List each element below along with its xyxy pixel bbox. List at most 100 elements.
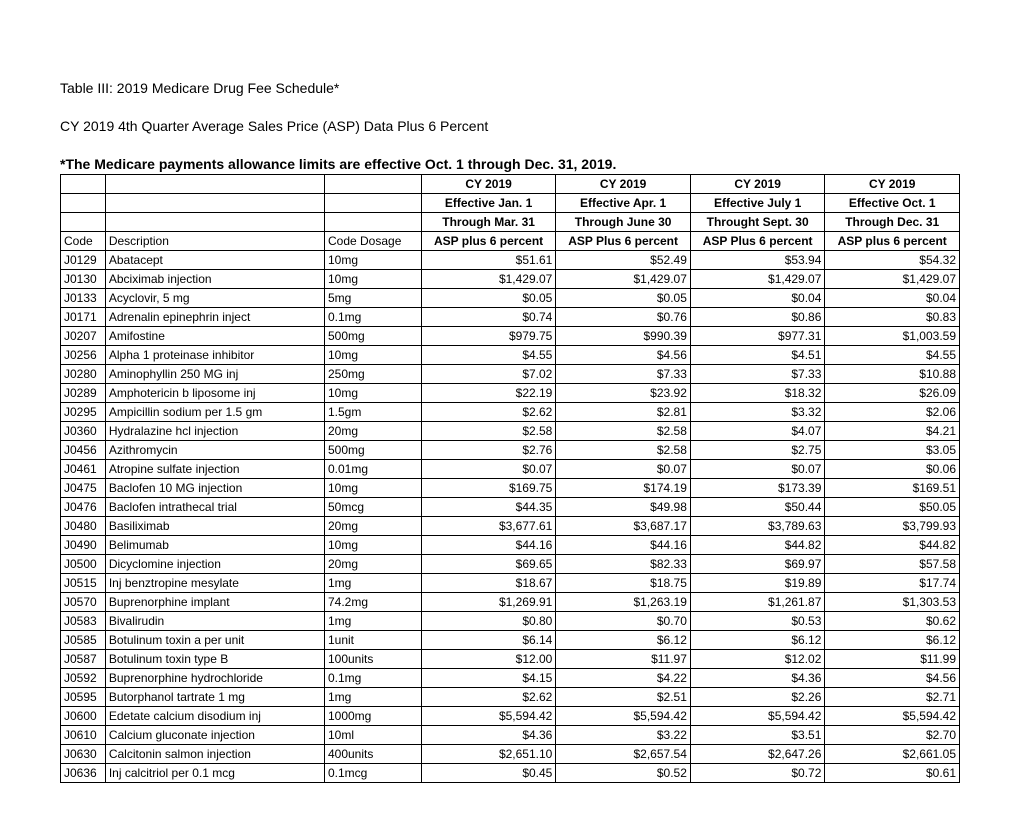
table-cell: Inj calcitriol per 0.1 mcg [105, 764, 324, 783]
table-cell: $44.16 [556, 536, 691, 555]
page-container: Table III: 2019 Medicare Drug Fee Schedu… [0, 0, 1020, 823]
table-cell: $0.52 [556, 764, 691, 783]
table-cell: $2,657.54 [556, 745, 691, 764]
table-cell: Calcium gluconate injection [105, 726, 324, 745]
header-cell: CY 2019 [556, 175, 691, 194]
table-cell: $23.92 [556, 384, 691, 403]
table-cell: J0592 [61, 669, 106, 688]
table-cell: Baclofen intrathecal trial [105, 498, 324, 517]
table-cell: $51.61 [421, 251, 556, 270]
header-cell: Code [61, 232, 106, 251]
header-cell [105, 194, 324, 213]
table-cell: Edetate calcium disodium inj [105, 707, 324, 726]
table-cell: $1,269.91 [421, 593, 556, 612]
table-cell: $0.61 [825, 764, 960, 783]
table-row: J0295Ampicillin sodium per 1.5 gm1.5gm$2… [61, 403, 960, 422]
table-cell: 74.2mg [324, 593, 421, 612]
table-cell: $1,429.07 [421, 270, 556, 289]
document-title: Table III: 2019 Medicare Drug Fee Schedu… [60, 80, 960, 96]
table-cell: J0480 [61, 517, 106, 536]
table-cell: $4.36 [421, 726, 556, 745]
table-cell: J0133 [61, 289, 106, 308]
table-cell: 100units [324, 650, 421, 669]
table-cell: J0280 [61, 365, 106, 384]
table-cell: 20mg [324, 422, 421, 441]
table-cell: $2.58 [556, 441, 691, 460]
header-cell [61, 213, 106, 232]
table-cell: $44.82 [825, 536, 960, 555]
table-cell: $2.81 [556, 403, 691, 422]
table-cell: $0.07 [421, 460, 556, 479]
table-cell: $4.07 [690, 422, 825, 441]
table-cell: $69.65 [421, 555, 556, 574]
table-cell: $1,429.07 [825, 270, 960, 289]
table-header-row: Through Mar. 31Through June 30Throught S… [61, 213, 960, 232]
header-cell: Effective July 1 [690, 194, 825, 213]
table-row: J0515Inj benztropine mesylate1mg$18.67$1… [61, 574, 960, 593]
table-cell: $6.12 [690, 631, 825, 650]
table-cell: J0595 [61, 688, 106, 707]
table-cell: $2.70 [825, 726, 960, 745]
table-cell: $3.51 [690, 726, 825, 745]
table-row: J0461Atropine sulfate injection0.01mg$0.… [61, 460, 960, 479]
header-cell [324, 194, 421, 213]
table-cell: $3.32 [690, 403, 825, 422]
table-cell: J0587 [61, 650, 106, 669]
table-cell: $18.75 [556, 574, 691, 593]
table-cell: Adrenalin epinephrin inject [105, 308, 324, 327]
table-cell: $173.39 [690, 479, 825, 498]
table-cell: 10ml [324, 726, 421, 745]
table-cell: Ampicillin sodium per 1.5 gm [105, 403, 324, 422]
header-cell: Effective Jan. 1 [421, 194, 556, 213]
table-row: J0360Hydralazine hcl injection20mg$2.58$… [61, 422, 960, 441]
table-row: J0630Calcitonin salmon injection400units… [61, 745, 960, 764]
table-cell: Amphotericin b liposome inj [105, 384, 324, 403]
table-cell: Belimumab [105, 536, 324, 555]
table-cell: $11.99 [825, 650, 960, 669]
table-row: J0129Abatacept10mg$51.61$52.49$53.94$54.… [61, 251, 960, 270]
table-cell: Atropine sulfate injection [105, 460, 324, 479]
header-cell [105, 175, 324, 194]
header-cell [324, 213, 421, 232]
table-cell: $4.55 [825, 346, 960, 365]
fee-schedule-table: CY 2019CY 2019CY 2019CY 2019Effective Ja… [60, 174, 960, 783]
table-cell: Basiliximab [105, 517, 324, 536]
table-cell: $3.22 [556, 726, 691, 745]
table-cell: $4.55 [421, 346, 556, 365]
document-subtitle: CY 2019 4th Quarter Average Sales Price … [60, 118, 960, 134]
table-cell: J0475 [61, 479, 106, 498]
table-row: J0256Alpha 1 proteinase inhibitor10mg$4.… [61, 346, 960, 365]
table-cell: 10mg [324, 251, 421, 270]
table-cell: $0.80 [421, 612, 556, 631]
table-row: J0207Amifostine500mg$979.75$990.39$977.3… [61, 327, 960, 346]
table-cell: J0600 [61, 707, 106, 726]
table-cell: J0636 [61, 764, 106, 783]
table-cell: $18.32 [690, 384, 825, 403]
table-cell: $6.12 [556, 631, 691, 650]
table-row: J0500Dicyclomine injection20mg$69.65$82.… [61, 555, 960, 574]
table-cell: $4.21 [825, 422, 960, 441]
table-cell: $26.09 [825, 384, 960, 403]
header-cell: ASP Plus 6 percent [556, 232, 691, 251]
table-cell: $44.35 [421, 498, 556, 517]
table-cell: $18.67 [421, 574, 556, 593]
table-cell: $2.62 [421, 688, 556, 707]
table-cell: $22.19 [421, 384, 556, 403]
table-cell: $2.06 [825, 403, 960, 422]
table-cell: $4.51 [690, 346, 825, 365]
table-row: J0595Butorphanol tartrate 1 mg1mg$2.62$2… [61, 688, 960, 707]
table-row: J0600Edetate calcium disodium inj1000mg$… [61, 707, 960, 726]
table-cell: $0.76 [556, 308, 691, 327]
table-cell: J0630 [61, 745, 106, 764]
table-row: J0456Azithromycin500mg$2.76$2.58$2.75$3.… [61, 441, 960, 460]
table-cell: $3,799.93 [825, 517, 960, 536]
table-cell: $5,594.42 [421, 707, 556, 726]
table-cell: $990.39 [556, 327, 691, 346]
table-cell: $4.15 [421, 669, 556, 688]
table-cell: $1,261.87 [690, 593, 825, 612]
table-cell: J0500 [61, 555, 106, 574]
table-cell: J0456 [61, 441, 106, 460]
table-row: J0636Inj calcitriol per 0.1 mcg0.1mcg$0.… [61, 764, 960, 783]
table-row: J0610Calcium gluconate injection10ml$4.3… [61, 726, 960, 745]
table-cell: Baclofen 10 MG injection [105, 479, 324, 498]
